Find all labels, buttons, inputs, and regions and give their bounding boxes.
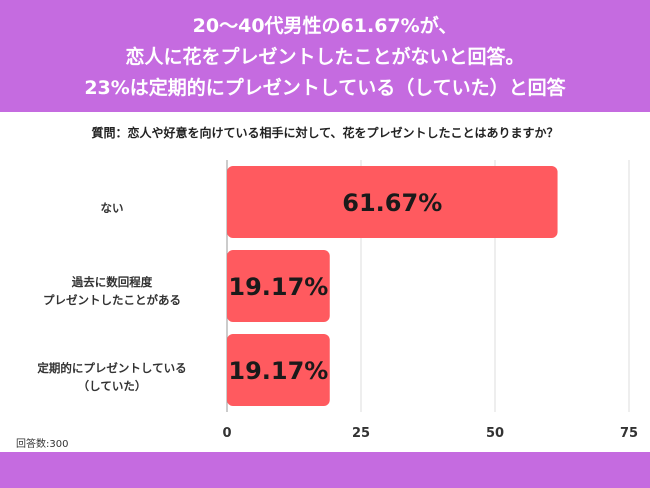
bar-1 — [227, 166, 558, 238]
category-label-3-text: 定期的にプレゼントしている （していた） — [37, 361, 187, 393]
headline-line-1: 20〜40代男性の61.67%が、 — [192, 14, 458, 37]
category-label-1: ない — [12, 199, 212, 217]
bar-value-label-1: 61.67% — [342, 189, 442, 217]
bar-value-label-3: 19.17% — [228, 357, 328, 385]
category-label-2-text: 過去に数回程度 プレゼントしたことがある — [43, 275, 181, 307]
response-count-note: 回答数:300 — [16, 439, 69, 450]
footer-banner — [0, 452, 650, 488]
headline-line-3: 23%は定期的にプレゼントしている（していた）と回答 — [84, 76, 566, 99]
category-label-3: 定期的にプレゼントしている （していた） — [12, 359, 212, 395]
header-banner: 20〜40代男性の61.67%が、 恋人に花をプレゼントしたことがないと回答。 … — [0, 0, 650, 112]
headline-line-2: 恋人に花をプレゼントしたことがないと回答。 — [125, 45, 525, 68]
x-tick-label-0: 0 — [222, 426, 231, 441]
question-title: 質問：恋人や好意を向けている相手に対して、花をプレゼントしたことはありますか？ — [91, 126, 559, 140]
bar-3 — [227, 334, 330, 406]
bar-value-label-2: 19.17% — [228, 273, 328, 301]
category-label-2: 過去に数回程度 プレゼントしたことがある — [12, 273, 212, 309]
bar-2 — [227, 250, 330, 322]
x-tick-label-50: 50 — [486, 426, 504, 441]
category-label-1-text: ない — [100, 201, 124, 215]
x-tick-label-25: 25 — [352, 426, 370, 441]
x-tick-label-75: 75 — [620, 426, 638, 441]
